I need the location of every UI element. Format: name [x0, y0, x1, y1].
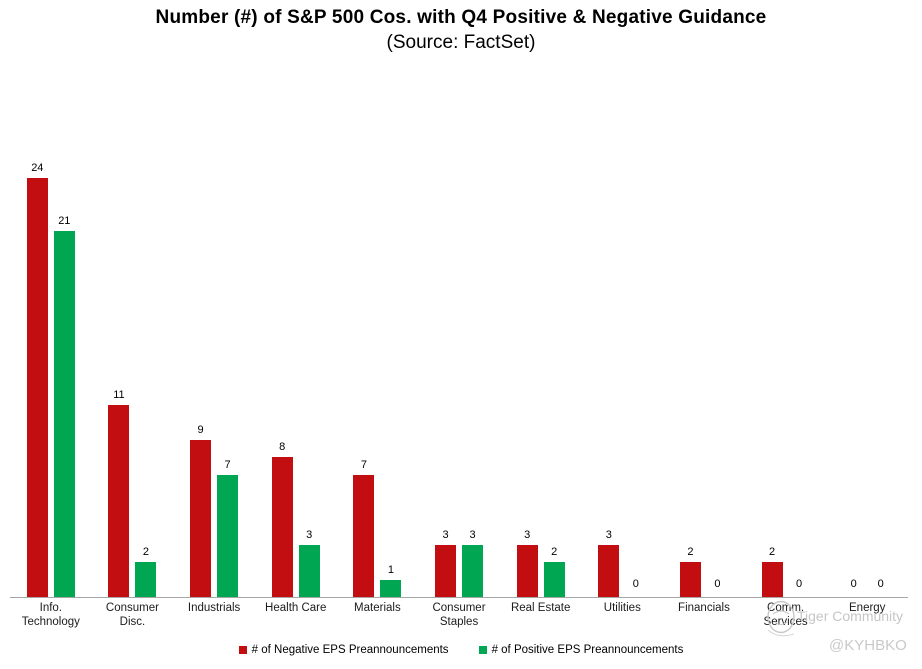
x-axis-line	[10, 597, 908, 598]
x-axis-label: Financials	[678, 602, 730, 614]
negative-bar-slot: 2	[679, 140, 701, 597]
bar-value-label: 0	[714, 578, 721, 590]
legend-label-positive: # of Positive EPS Preannouncements	[491, 644, 684, 656]
positive-bar-slot: 3	[462, 140, 484, 597]
positive-bar-slot: 3	[298, 140, 320, 597]
negative-bar	[353, 475, 375, 597]
negative-bar-slot: 2	[761, 140, 783, 597]
negative-bar-slot: 24	[26, 140, 48, 597]
x-axis-label: Real Estate	[510, 602, 571, 614]
positive-bar	[53, 231, 75, 597]
negative-bar	[108, 405, 130, 597]
legend-marker-negative	[238, 646, 247, 654]
bar-value-label: 0	[850, 578, 857, 590]
bar-value-label: 11	[113, 389, 125, 401]
negative-bar	[516, 545, 538, 597]
x-axis-label: Energy	[849, 602, 886, 614]
positive-bar	[135, 562, 157, 597]
legend-item-positive: # of Positive EPS Preannouncements	[478, 644, 684, 656]
legend-marker-positive	[478, 646, 487, 654]
positive-bar-slot: 0	[870, 140, 891, 597]
bar-value-label: 0	[796, 578, 803, 590]
bar-value-label: 3	[442, 529, 449, 541]
bar-value-label: 7	[224, 459, 231, 471]
tiger-community-watermark: Tiger Community	[797, 608, 904, 624]
bar-value-label: 2	[142, 546, 150, 558]
x-axis-label: Consumer Staples	[432, 602, 486, 628]
chart-title: Number (#) of S&P 500 Cos. with Q4 Posit…	[155, 7, 767, 28]
bar-value-label: 3	[469, 529, 476, 541]
bar-value-label: 7	[360, 459, 367, 471]
positive-bar	[217, 475, 239, 597]
positive-bar	[462, 545, 484, 597]
x-axis-label: Info. Technology	[21, 602, 80, 628]
x-axis-label: Consumer Disc.	[105, 602, 159, 628]
bar-value-label: 24	[31, 162, 44, 174]
negative-bar-slot: 3	[435, 140, 457, 597]
bar-value-label: 3	[605, 529, 612, 541]
negative-bar-slot: 8	[271, 140, 293, 597]
negative-bar	[435, 545, 457, 597]
bar-value-label: 8	[279, 441, 286, 453]
negative-bar	[679, 562, 701, 597]
positive-bar-slot: 2	[135, 140, 157, 597]
bar-value-label: 0	[877, 578, 884, 590]
negative-bar-slot: 9	[190, 140, 212, 597]
positive-bar-slot: 1	[380, 140, 402, 597]
negative-bar-slot: 3	[598, 140, 620, 597]
positive-bar-slot: 0	[789, 140, 810, 597]
bar-value-label: 2	[687, 546, 694, 558]
legend: # of Negative EPS Preannouncements # of P…	[0, 644, 922, 656]
x-axis-labels: Info. Technology Consumer Disc. Industrial…	[10, 602, 908, 629]
chart-subtitle: (Source: FactSet)	[386, 32, 536, 53]
positive-bar	[380, 580, 402, 597]
bar-value-label: 0	[632, 578, 639, 590]
bar-value-label: 2	[769, 546, 776, 558]
bar-value-label: 21	[58, 215, 71, 227]
bar-value-label: 2	[551, 546, 558, 558]
x-axis-label: Industrials	[187, 602, 241, 614]
legend-label-negative: # of Negative EPS Preannouncements	[251, 644, 449, 656]
negative-bar-slot: 11	[108, 140, 130, 597]
x-axis-label: Materials	[354, 602, 401, 614]
author-handle-watermark: @KYHBKO	[829, 637, 907, 654]
bar-group: 24 21	[10, 140, 92, 597]
negative-bar	[271, 457, 293, 597]
plot-area: 24 21 11 2 9 7 8 3 7 1 3 3 3 2 3 0 2 0 2 0 0 0	[10, 140, 908, 597]
positive-bar-slot: 7	[217, 140, 239, 597]
positive-bar-slot: 21	[53, 140, 75, 597]
positive-bar	[543, 562, 565, 597]
x-axis-label: Utilities	[603, 602, 641, 614]
bar-value-label: 1	[387, 564, 394, 576]
positive-bar-slot: 0	[707, 140, 728, 597]
negative-bar	[26, 178, 48, 597]
bar-value-label: 3	[306, 529, 313, 541]
positive-bar-slot: 2	[543, 140, 565, 597]
bar-value-label: 9	[197, 424, 204, 436]
negative-bar-slot: 3	[516, 140, 538, 597]
legend-item-negative: # of Negative EPS Preannouncements	[238, 644, 449, 656]
bar-value-label: 3	[524, 529, 531, 541]
negative-bar-slot: 0	[843, 140, 864, 597]
negative-bar-slot: 7	[353, 140, 375, 597]
positive-bar-slot: 0	[625, 140, 646, 597]
x-axis-label: Health Care	[265, 602, 327, 614]
positive-bar	[298, 545, 320, 597]
bar-group: 11 2	[92, 140, 174, 597]
negative-bar	[761, 562, 783, 597]
negative-bar	[190, 440, 212, 597]
negative-bar	[598, 545, 620, 597]
